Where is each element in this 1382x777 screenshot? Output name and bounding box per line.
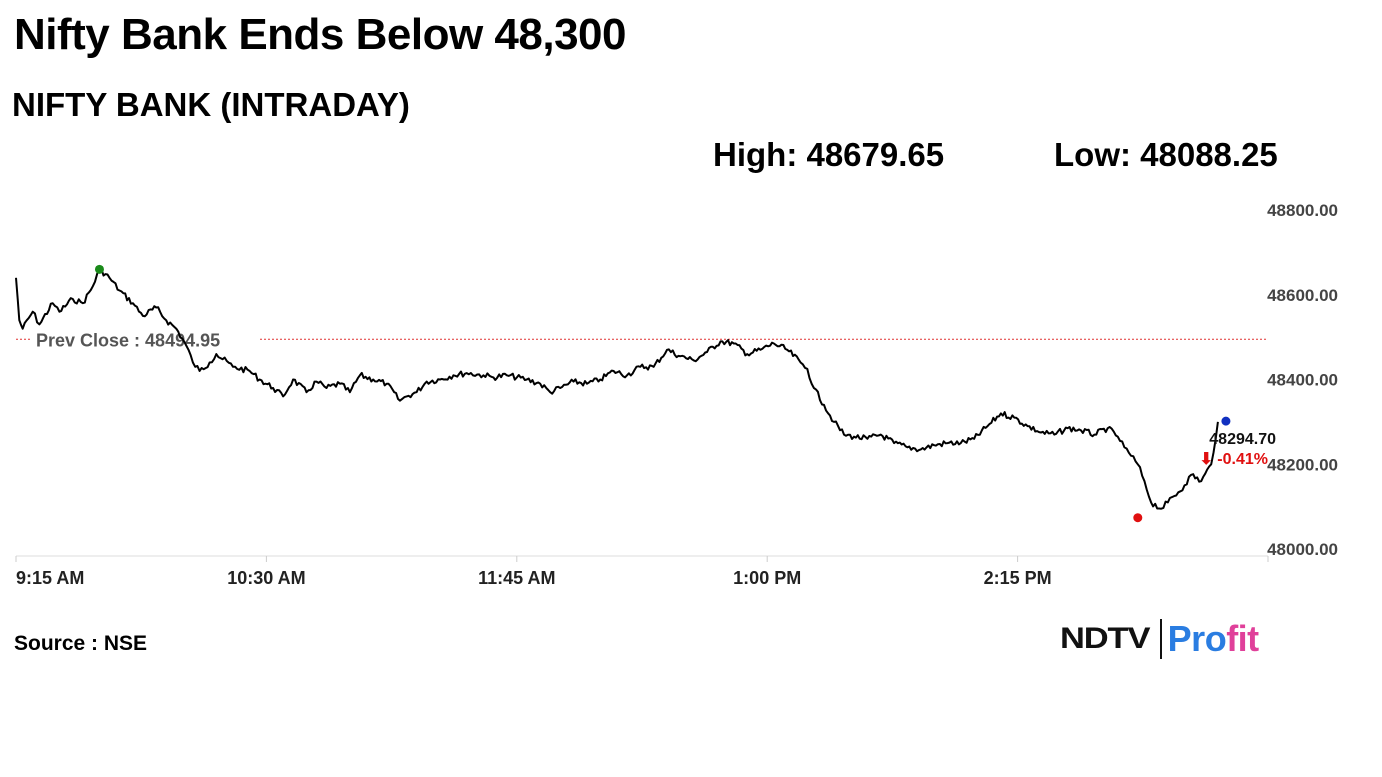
logo-separator xyxy=(1159,619,1162,659)
y-tick-label: 48600.00 xyxy=(1267,286,1338,305)
y-tick-label: 48200.00 xyxy=(1267,455,1338,474)
chart-subtitle: NIFTY BANK (INTRADAY) xyxy=(12,86,410,123)
last-price-label: 48294.70 xyxy=(1209,431,1276,448)
x-tick-label: 2:15 PM xyxy=(984,568,1052,588)
low-stat: Low: 48088.25 xyxy=(1054,136,1278,173)
ndtv-profit-logo: NDTV Profit xyxy=(1060,616,1259,662)
prev-close-label: Prev Close : 48494.95 xyxy=(36,330,220,350)
x-tick-label: 10:30 AM xyxy=(227,568,305,588)
logo-profit-a: Pro xyxy=(1167,618,1227,659)
logo-profit-b: fit xyxy=(1226,618,1259,659)
low-marker xyxy=(1133,513,1143,523)
intraday-chart: Prev Close : 48494.95 48294.70 ⬇ -0.41% … xyxy=(15,201,1338,588)
logo-ndtv: NDTV xyxy=(1060,622,1150,655)
x-tick-label: 9:15 AM xyxy=(16,568,84,588)
change-label: ⬇ -0.41% xyxy=(1199,451,1268,468)
last-marker xyxy=(1221,416,1231,426)
x-tick-label: 11:45 AM xyxy=(478,568,555,588)
price-line xyxy=(15,268,1219,510)
logo-profit: Profit xyxy=(1167,618,1260,660)
source-label: Source : NSE xyxy=(14,632,148,655)
high-marker xyxy=(94,264,104,274)
x-tick-label: 1:00 PM xyxy=(733,568,801,588)
high-stat: High: 48679.65 xyxy=(713,136,945,173)
y-tick-label: 48000.00 xyxy=(1267,540,1338,559)
y-tick-label: 48800.00 xyxy=(1267,201,1338,220)
headline: Nifty Bank Ends Below 48,300 xyxy=(14,10,627,59)
y-tick-label: 48400.00 xyxy=(1267,371,1338,390)
prev-close-label-bg xyxy=(32,328,258,351)
